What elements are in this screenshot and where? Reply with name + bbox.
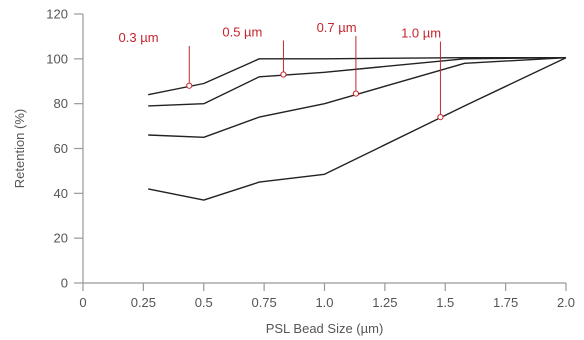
annotation-label: 1.0 µm: [401, 26, 441, 41]
x-tick-label: 0: [79, 295, 86, 310]
series-group: [148, 57, 567, 201]
x-tick-label: 0.5: [195, 295, 213, 310]
y-tick-label: 20: [54, 231, 68, 246]
x-axis-title: PSL Bead Size (µm): [266, 321, 384, 336]
annotation-label: 0.5 µm: [222, 24, 262, 39]
y-tick-label: 0: [61, 276, 68, 291]
series-line-1: [148, 57, 566, 96]
annotation-marker: [352, 90, 359, 97]
x-tick-label: 1.5: [436, 295, 454, 310]
series-line-4: [148, 57, 567, 201]
annotation-marker: [437, 114, 444, 121]
y-tick-label: 120: [46, 7, 68, 22]
annotation-group: 0.3 µm 0.5 µm 0.7 µm 1.0 µm: [119, 20, 444, 121]
y-tick-label: 40: [54, 186, 68, 201]
x-tick-label: 0.75: [251, 295, 276, 310]
annotation-marker: [186, 82, 193, 89]
annotation-label: 0.3 µm: [119, 30, 159, 45]
annotation-label: 0.7 µm: [317, 20, 357, 35]
annotation-marker: [280, 71, 287, 78]
y-tick-label: 100: [46, 51, 68, 66]
x-tick-label: 0.25: [131, 295, 156, 310]
x-tick-label: 1.75: [493, 295, 518, 310]
series-line-2: [148, 57, 567, 107]
series-line-3: [148, 57, 567, 139]
axes: 0 20 40 60 80 100 120 0 0.25 0.5 0.75 1.0 1.25 1.5 1.7…: [46, 7, 575, 311]
x-tick-label: 1.0: [315, 295, 333, 310]
y-axis-title: Retention (%): [12, 109, 27, 188]
y-tick-label: 60: [54, 141, 68, 156]
x-tick-label: 1.25: [372, 295, 397, 310]
x-tick-label: 2.0: [557, 295, 575, 310]
y-tick-label: 80: [54, 96, 68, 111]
